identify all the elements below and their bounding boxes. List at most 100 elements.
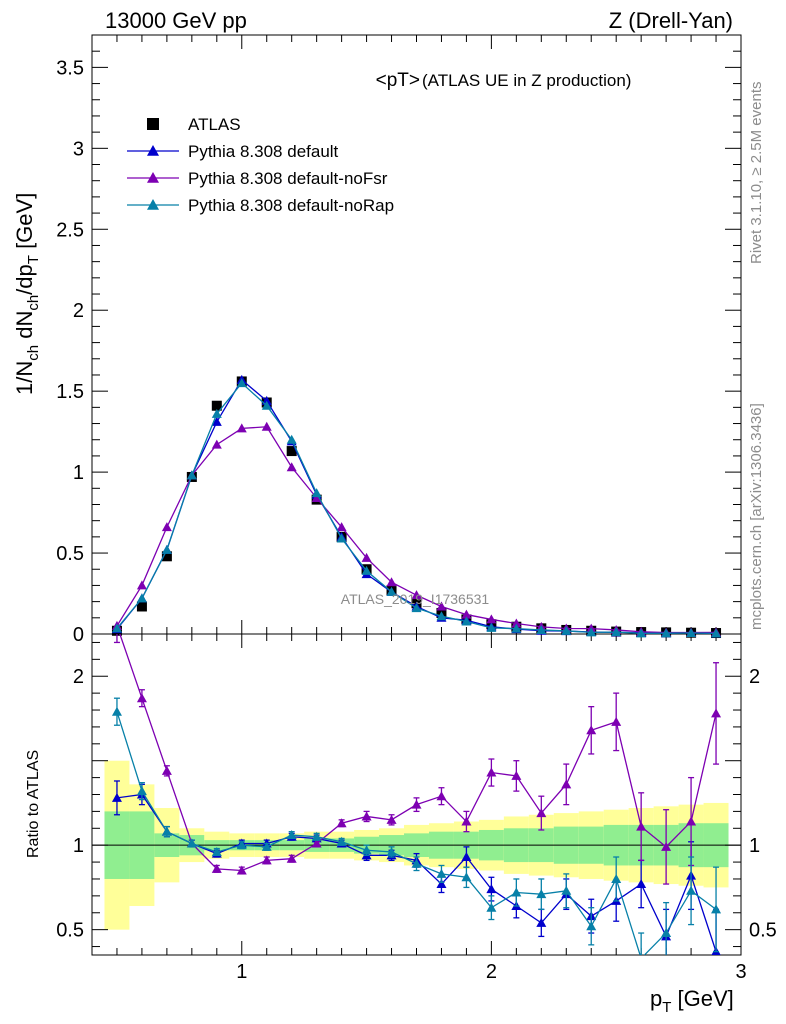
legend-marker xyxy=(147,199,159,210)
ratio-series-clip xyxy=(111,634,722,955)
main-series-marker xyxy=(286,462,297,472)
main-series-marker xyxy=(636,628,647,638)
main-series-marker xyxy=(511,618,522,628)
ratio-series-marker xyxy=(411,858,422,868)
ratio-series-marker xyxy=(386,814,397,824)
main-series-marker xyxy=(311,493,322,503)
ratio-series-marker xyxy=(136,786,147,796)
legend-entry-label: Pythia 8.308 default xyxy=(188,142,339,161)
ratio-series-marker xyxy=(311,838,322,848)
main-series-marker xyxy=(586,627,597,637)
ratio-series-marker xyxy=(486,884,497,894)
ratio-series-marker xyxy=(611,716,622,726)
main-series-marker xyxy=(136,580,147,590)
ratio-series-marker xyxy=(536,889,547,899)
main-series-marker xyxy=(336,533,347,543)
main-series-marker xyxy=(161,544,172,554)
main-series-marker xyxy=(236,378,247,388)
main-series-marker xyxy=(286,434,297,444)
main-series-marker xyxy=(211,416,222,426)
ratio-series-marker xyxy=(536,917,547,927)
main-series-marker xyxy=(236,423,247,433)
main-y-axis-label: 1/Nch dNch/dpT [GeV] xyxy=(12,193,42,395)
ratio-series-marker xyxy=(286,830,297,840)
main-series-marker xyxy=(611,627,622,637)
main-series-marker xyxy=(386,577,397,587)
ratio-series-marker xyxy=(661,928,672,938)
x-axis-label: pT [GeV] xyxy=(650,986,734,1016)
main-series-marker xyxy=(311,488,322,498)
main-series-marker xyxy=(511,623,522,633)
main-y-tick-label: 2.5 xyxy=(56,219,84,241)
ratio-series-marker xyxy=(636,879,647,889)
x-tick-label: 3 xyxy=(735,961,746,983)
ratio-series-marker xyxy=(436,868,447,878)
ratio-series-marker xyxy=(686,885,697,895)
legend-marker xyxy=(147,145,159,156)
ratio-series-marker xyxy=(611,873,622,883)
main-series-marker xyxy=(461,609,472,619)
ratio-series-marker xyxy=(411,799,422,809)
main-series-marker xyxy=(561,625,572,635)
legend-marker-atlas xyxy=(147,118,159,130)
atlas-data-point xyxy=(136,601,147,612)
main-series-marker xyxy=(486,614,497,624)
ratio-series-marker xyxy=(361,845,372,855)
main-series-marker xyxy=(361,565,372,575)
ratio-series-marker xyxy=(461,816,472,826)
ratio-series-marker xyxy=(636,821,647,831)
main-series-marker xyxy=(461,616,472,626)
ratio-series-marker xyxy=(236,840,247,850)
ratio-series-marker xyxy=(711,708,722,718)
main-series-marker xyxy=(111,623,122,633)
rivet-version-label: Rivet 3.1.10, ≥ 2.5M events xyxy=(748,82,765,265)
legend-entry-label: ATLAS xyxy=(188,115,241,134)
ratio-series-marker xyxy=(511,887,522,897)
ratio-series-marker xyxy=(261,841,272,851)
main-series-marker xyxy=(711,628,722,638)
main-series-marker xyxy=(361,552,372,562)
plot-title-main: <pT> xyxy=(376,70,420,91)
ratio-series-marker xyxy=(386,846,397,856)
ratio-series-marker xyxy=(711,904,722,914)
main-series-marker xyxy=(486,622,497,632)
ratio-series-marker xyxy=(161,765,172,775)
ratio-series-marker xyxy=(640,953,643,955)
ratio-series-marker xyxy=(461,852,472,862)
ratio-y-tick-label: 0.5 xyxy=(56,920,84,942)
ratio-series-group xyxy=(111,634,722,955)
main-series-marker xyxy=(436,611,447,621)
main-y-tick-label: 2 xyxy=(73,300,84,322)
main-series-marker xyxy=(211,408,222,418)
legend-marker xyxy=(147,172,159,183)
main-series-marker xyxy=(261,421,272,431)
ratio-series-marker xyxy=(336,818,347,828)
main-series-marker xyxy=(186,470,197,480)
main-y-tick-label: 0.5 xyxy=(56,543,84,565)
ratio-y-tick-label-right: 1 xyxy=(749,835,760,857)
legend-entry-label: Pythia 8.308 default-noFsr xyxy=(188,169,388,188)
main-y-tick-label: 1.5 xyxy=(56,381,84,403)
ratio-series-marker xyxy=(161,826,172,836)
main-series-marker xyxy=(686,628,697,638)
ratio-series-marker xyxy=(486,767,497,777)
ratio-series-marker xyxy=(111,792,122,802)
ratio-series-marker xyxy=(261,855,272,865)
x-tick-label: 2 xyxy=(486,961,497,983)
axis-ticks: 1 2 3 0 0.5 1 1.5 2 2.5 3 3.5 0.5 0.5 1 1 2 2 xyxy=(56,34,777,983)
process-label: Z (Drell-Yan) xyxy=(609,8,733,33)
ratio-series-marker xyxy=(286,853,297,863)
ratio-series-marker xyxy=(436,791,447,801)
main-series-marker xyxy=(161,522,172,532)
ratio-series-marker xyxy=(486,902,497,912)
ratio-plot-frame xyxy=(91,633,742,956)
ratio-series-marker xyxy=(586,725,597,735)
ratio-y-tick-label-right: 2 xyxy=(749,666,760,688)
legend-entry-label: Pythia 8.308 default-noRap xyxy=(188,196,394,215)
atlas-data-point xyxy=(161,551,172,562)
ratio-series-marker xyxy=(186,838,197,848)
ratio-series-marker xyxy=(511,770,522,780)
main-y-tick-label: 3 xyxy=(73,138,84,160)
atlas-data-point xyxy=(286,446,297,457)
ratio-series-marker xyxy=(136,693,147,703)
